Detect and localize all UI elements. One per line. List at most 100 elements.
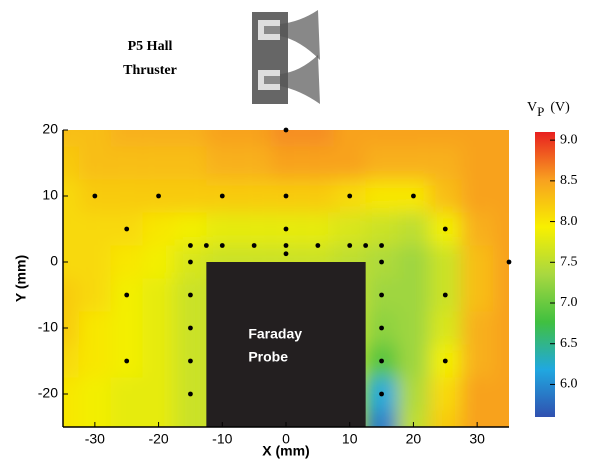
- colorbar-label-part: P: [537, 104, 544, 119]
- probe-point: [219, 193, 225, 199]
- probe-point: [156, 193, 161, 199]
- contour-cell: [63, 130, 79, 147]
- contour-cell: [142, 130, 175, 147]
- contour-cell: [238, 146, 271, 180]
- contour-cell: [461, 410, 494, 427]
- y-tick-label: -10: [38, 319, 58, 335]
- contour-cell: [493, 344, 509, 378]
- probe-point: [203, 243, 209, 248]
- probe-point: [92, 193, 98, 199]
- title-line: Thruster: [123, 63, 177, 78]
- contour-cell: [78, 212, 111, 246]
- probe-point: [379, 259, 384, 265]
- contour-cell: [78, 130, 111, 147]
- contour-cell: [461, 344, 494, 378]
- contour-cell: [63, 146, 79, 180]
- colorbar-label-part: (V): [550, 100, 570, 115]
- contour-cell: [429, 377, 462, 411]
- probe-label: Faraday: [248, 325, 302, 341]
- contour-cell: [78, 245, 111, 279]
- contour-cell: [429, 311, 462, 345]
- contour-cell: [78, 377, 111, 411]
- contour-cell: [397, 311, 430, 345]
- x-tick-label: -10: [212, 431, 232, 447]
- contour-cell: [461, 278, 494, 312]
- contour-cell: [78, 344, 111, 378]
- contour-cell: [397, 410, 430, 427]
- colorbar-tick-label: 9.0: [560, 132, 578, 147]
- contour-cell: [301, 130, 334, 147]
- contour-cell: [493, 212, 509, 246]
- contour-cell: [493, 179, 509, 213]
- contour-cell: [461, 311, 494, 345]
- probe-point: [124, 226, 130, 232]
- contour-cell: [63, 278, 79, 312]
- contour-cell: [365, 130, 398, 147]
- x-axis-label: X (mm): [262, 443, 309, 459]
- contour-cell: [270, 146, 302, 180]
- contour-cell: [174, 130, 207, 147]
- probe-point: [124, 358, 130, 364]
- contour-cell: [493, 311, 509, 345]
- contour-cell: [461, 245, 494, 279]
- probe-point: [363, 243, 369, 248]
- faraday-probe: [206, 262, 366, 427]
- contour-cell: [78, 278, 111, 312]
- contour-cell: [142, 410, 175, 427]
- contour-cell: [110, 410, 143, 427]
- contour-cell: [429, 130, 462, 147]
- contour-cell: [461, 130, 494, 147]
- contour-cell: [206, 130, 239, 147]
- contour-cell: [174, 179, 207, 213]
- contour-cell: [142, 311, 175, 345]
- contour-cell: [110, 311, 143, 345]
- contour-cell: [301, 179, 334, 213]
- contour-cell: [142, 245, 175, 279]
- colorbar-tick-label: 6.0: [560, 377, 578, 392]
- contour-cell: [110, 146, 143, 180]
- contour-cell: [110, 245, 143, 279]
- probe-point: [315, 243, 321, 248]
- probe-point: [283, 226, 289, 232]
- contour-cell: [461, 212, 494, 246]
- contour-cell: [365, 146, 398, 180]
- contour-cell: [174, 146, 207, 180]
- contour-cell: [63, 377, 79, 411]
- x-tick-label: 10: [342, 431, 358, 447]
- contour-cell: [301, 212, 334, 246]
- contour-cell: [63, 179, 79, 213]
- contour-cell: [301, 146, 334, 180]
- contour-cell: [110, 179, 143, 213]
- probe-point: [442, 226, 448, 232]
- x-tick-label: 0: [282, 431, 290, 447]
- contour-cell: [238, 130, 271, 147]
- contour-cell: [174, 410, 207, 427]
- probe-point: [283, 193, 289, 199]
- contour-cell: [333, 212, 366, 246]
- probe-point: [347, 193, 353, 199]
- probe-point: [124, 292, 130, 298]
- contour-cell: [493, 146, 509, 180]
- y-tick-label: 0: [50, 253, 58, 269]
- probe-point: [251, 243, 257, 248]
- contour-cell: [333, 146, 366, 180]
- probe-point: [506, 259, 512, 265]
- contour-cell: [397, 278, 430, 312]
- contour-cell: [429, 410, 462, 427]
- contour-cell: [397, 344, 430, 378]
- contour-cell: [63, 311, 79, 345]
- x-tick-label: 20: [406, 431, 422, 447]
- contour-cell: [333, 130, 366, 147]
- x-tick-label: 30: [469, 431, 485, 447]
- probe-point: [442, 292, 448, 298]
- contour-cell: [397, 212, 430, 246]
- contour-cell: [365, 212, 398, 246]
- colorbar: [535, 132, 555, 417]
- contour-cell: [78, 146, 111, 180]
- probe-point: [188, 391, 193, 397]
- probe-label: Probe: [248, 348, 288, 364]
- contour-cell: [493, 130, 509, 147]
- probe-point: [188, 243, 193, 248]
